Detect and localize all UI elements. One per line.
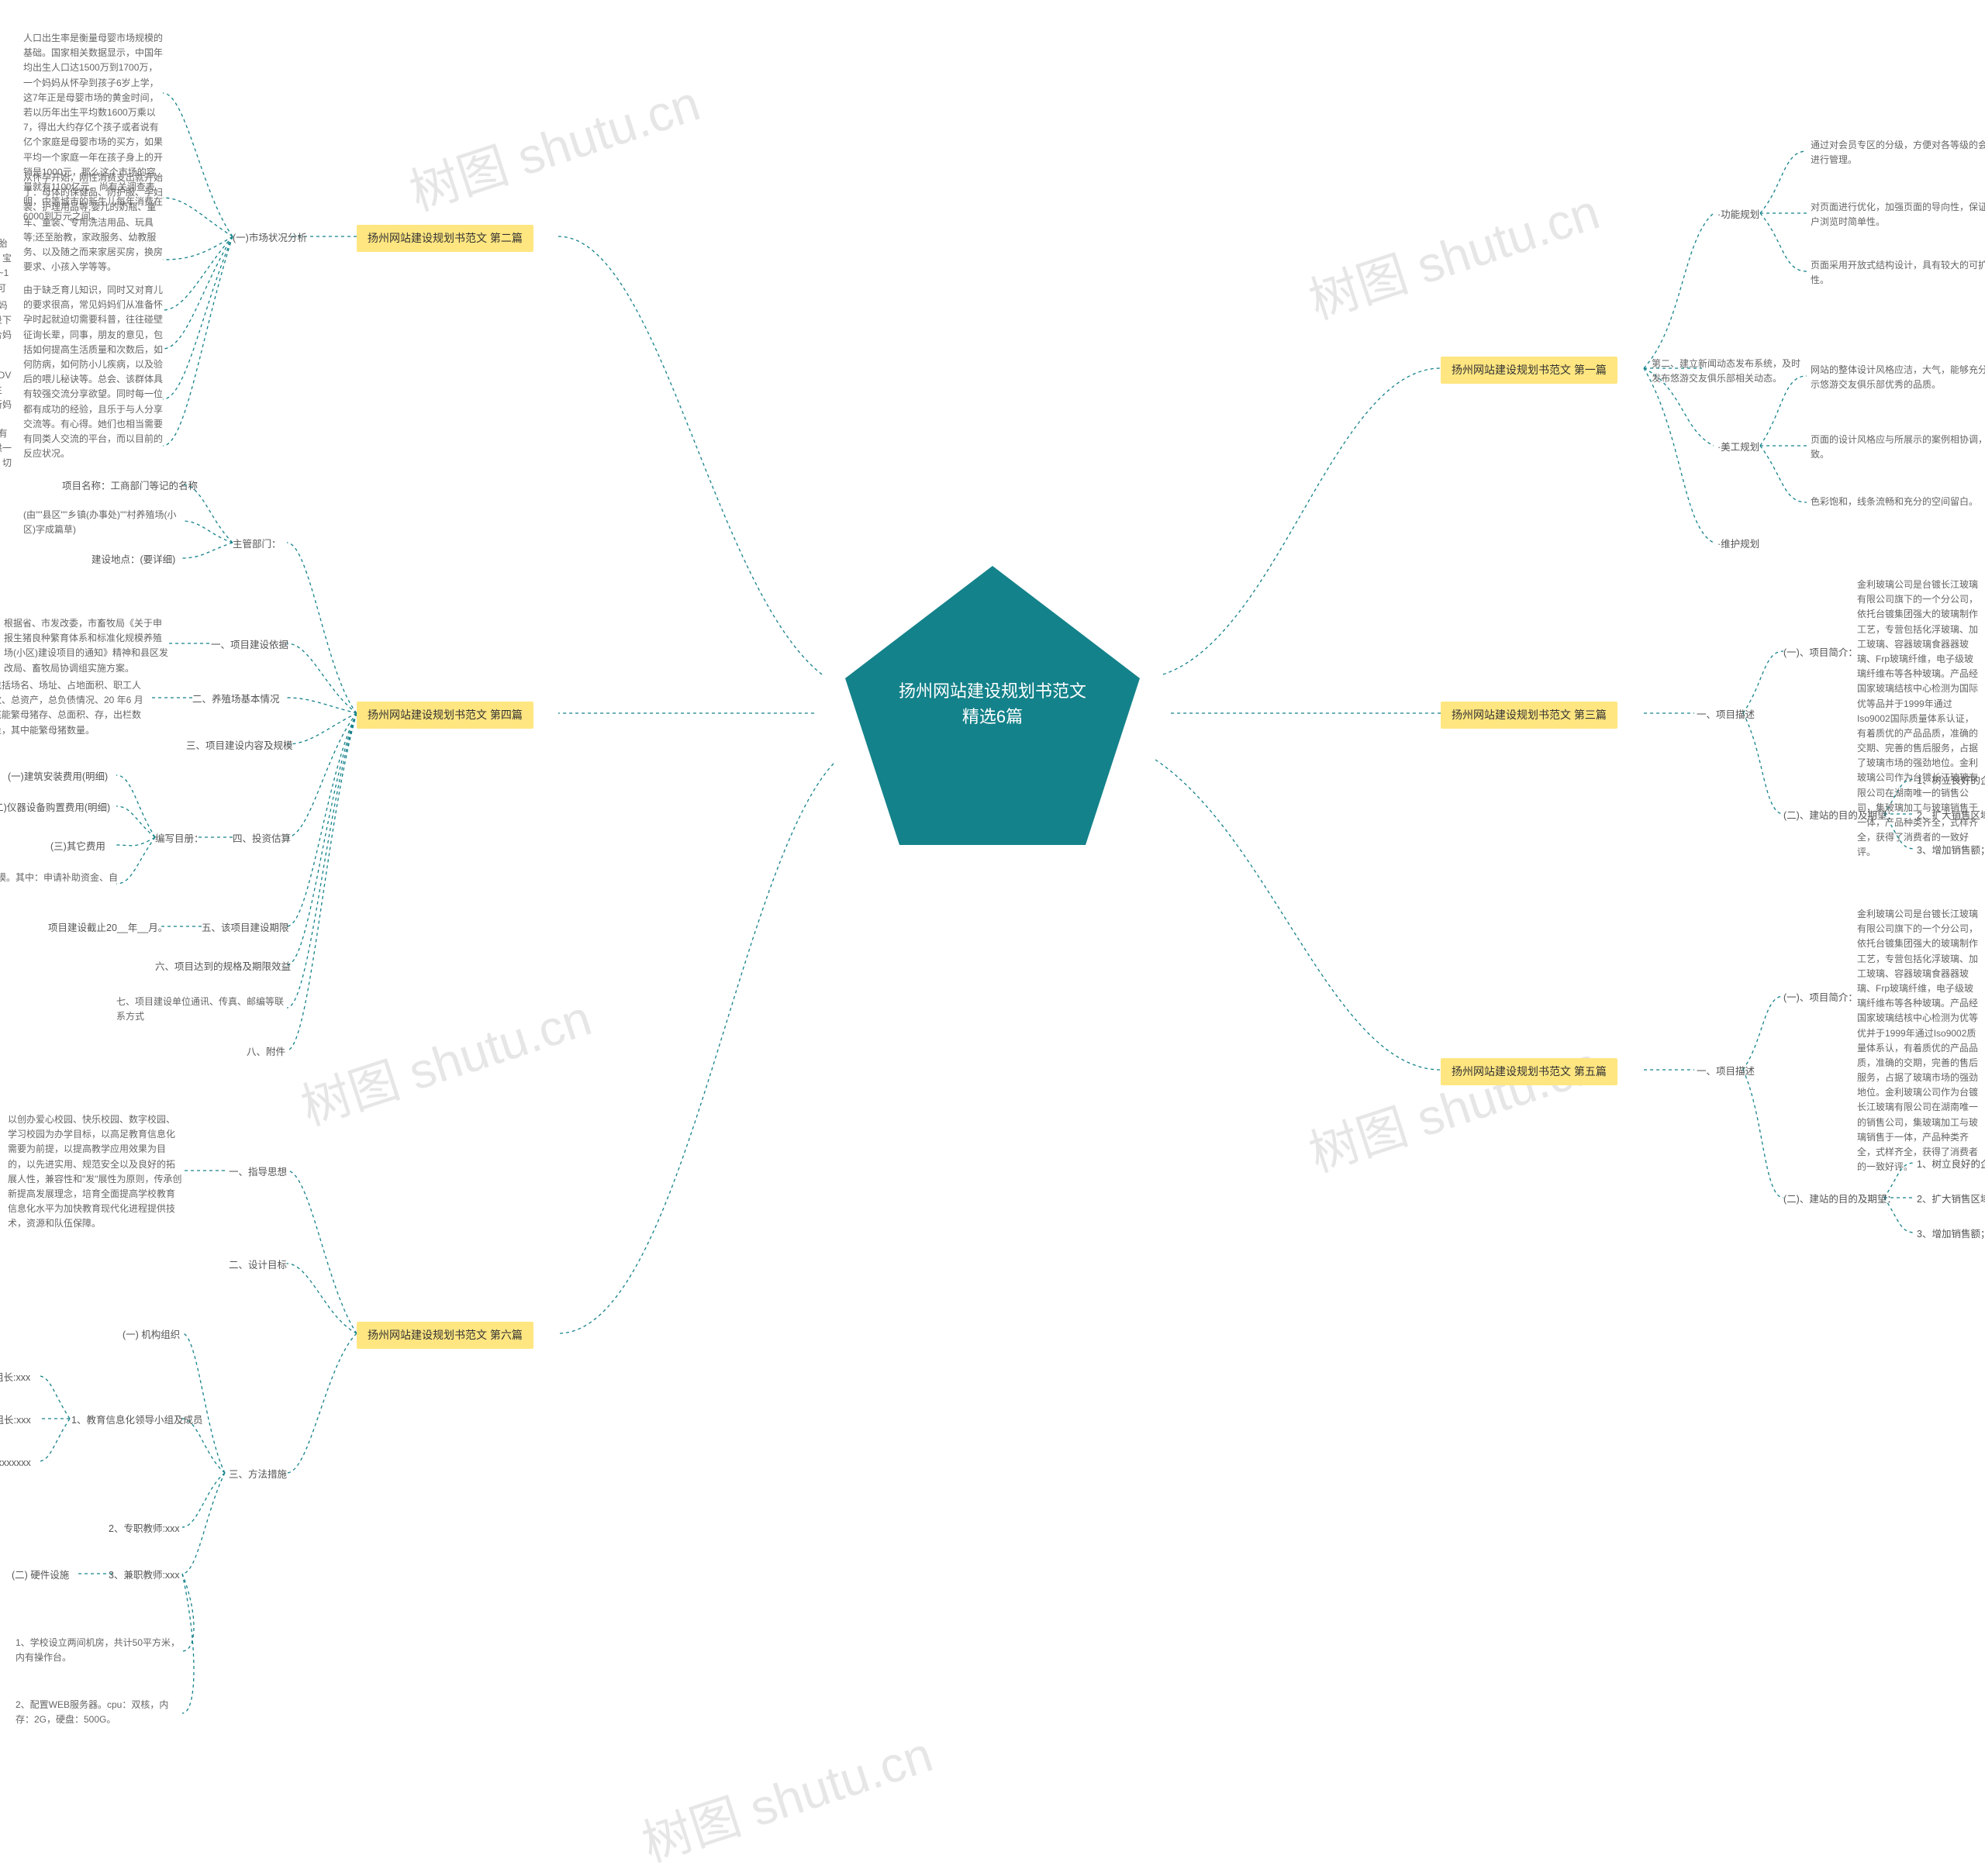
b1-g2: ·美工规划 bbox=[1717, 440, 1759, 455]
b5-g1: (一)、项目简介： bbox=[1783, 991, 1858, 1005]
b1-g2-l2: 页面的设计风格应与所展示的案例相协调，一致。 bbox=[1811, 433, 1985, 462]
b3-g2-l3: 3、增加销售额； bbox=[1917, 843, 1985, 858]
b3-g2-l2: 2、扩大销售区域； bbox=[1917, 809, 1985, 823]
b3-sub1: 一、项目描述 bbox=[1697, 708, 1755, 722]
b6-o3-l2: 2、配置WEB服务器。cpu：双核，内存：2G，硬盘：500G。 bbox=[16, 1698, 186, 1727]
b5-g1-leaf: 金利玻璃公司是台镀长江玻璃有限公司旗下的一个分公司，依托台镀集团强大的玻璃制作工… bbox=[1857, 907, 1981, 1174]
b4-i6: 六、项目达到的规格及期限效益 bbox=[155, 960, 291, 974]
b3-g2-l1: 1、树立良好的企业形象； bbox=[1917, 774, 1985, 788]
b1-g3: ·维护规划 bbox=[1717, 537, 1759, 552]
b5-g2-l2: 2、扩大销售区域； bbox=[1917, 1192, 1985, 1207]
b4-i4-l2: (二)仪器设备购置费用(明细) bbox=[0, 801, 110, 816]
b2-l6: 4、视频录像板块。现在家庭有DV的不算少数。录像也比照片更生动。秀秀自己家宝的录… bbox=[0, 368, 13, 428]
b1-g1: ·功能规划 bbox=[1717, 208, 1759, 222]
branch-b2[interactable]: 扬州网站建设规划书范文 第二篇 bbox=[357, 225, 533, 252]
b4-i4: 四、投资估算 bbox=[233, 832, 291, 847]
branch-b4[interactable]: 扬州网站建设规划书范文 第四篇 bbox=[357, 702, 533, 729]
watermark: 树图 shutu.cn bbox=[291, 978, 599, 1139]
b2-l7: 5、论坛。初为人父人母，肯定有许多话题来探讨。论坛可以提供一个交流的平台，注意要… bbox=[0, 426, 13, 486]
b5-g2: (二)、建站的目的及期望： bbox=[1783, 1192, 1897, 1207]
b6-o1: 1、教育信息化领导小组及成员 bbox=[71, 1413, 202, 1428]
b2-sub1: (一)市场状况分析 bbox=[233, 231, 307, 246]
b6-o1-l3: 成员:xxxxxxxxxxxxx bbox=[0, 1456, 31, 1471]
b4-head: 主管部门： bbox=[233, 537, 281, 552]
b4-i1: 一、项目建设依据 bbox=[211, 638, 288, 653]
b6-o3-l1: 1、学校设立两间机房，共计50平方米，内有操作台。 bbox=[16, 1636, 186, 1665]
watermark: 树图 shutu.cn bbox=[1299, 1025, 1607, 1185]
b4-i4-l3: (三)其它费用 bbox=[50, 840, 105, 854]
b1-g2-l3: 色彩饱和，线条流畅和充分的空间留白。 bbox=[1811, 495, 1985, 509]
b1-g1-l2: 对页面进行优化，加强页面的导向性，保证客户浏览时简单性。 bbox=[1811, 200, 1985, 229]
b1-sub1: 第二、建立新闻动态发布系统，及时发布悠游交友俱乐部相关动态。 bbox=[1652, 357, 1807, 386]
b1-g1-l1: 通过对会员专区的分级，方便对各等级的会员进行管理。 bbox=[1811, 138, 1985, 167]
b4-i8: 八、附件 bbox=[247, 1045, 285, 1060]
branch-b5[interactable]: 扬州网站建设规划书范文 第五篇 bbox=[1441, 1058, 1617, 1085]
b6-i1-leaf: 以创办爱心校园、快乐校园、数字校园、学习校园为办学目标，以高足教育信息化需要为前… bbox=[8, 1112, 182, 1232]
b4-head-l1: 项目名称：工商部门等记的名称 bbox=[62, 479, 198, 494]
b4-head-l2: (由""县区""乡镇(办事处)""村养殖场(小区)字成篇草) bbox=[23, 508, 186, 537]
watermark: 树图 shutu.cn bbox=[399, 64, 707, 224]
center-title: 扬州网站建设规划书范文 精选6篇 bbox=[822, 678, 1163, 729]
b6-i2: 二、设计目标 bbox=[229, 1258, 287, 1273]
b2-l4: 2、博客。必不可少的板块。新妈妈们一定渴望将自己的经历记录下来，博客版面可用暖色… bbox=[0, 298, 13, 358]
b2-l2: 从怀孕开始，刚性消费支出就开始了：母体的保健品、防护服、孕妇装、护理用品等;婴儿… bbox=[23, 171, 164, 274]
b6-i1: 一、指导思想 bbox=[229, 1165, 287, 1180]
b3-g1: (一)、项目简介： bbox=[1783, 646, 1858, 660]
b4-i4-l4: (四)投资规模。其中：申请补助资金、自筹资金 bbox=[0, 871, 118, 900]
branch-b1[interactable]: 扬州网站建设规划书范文 第一篇 bbox=[1441, 357, 1617, 384]
branch-b3[interactable]: 扬州网站建设规划书范文 第三篇 bbox=[1441, 702, 1617, 729]
b2-l5: 由于缺乏育儿知识，同时又对育儿的要求很高，常见妈妈们从准备怀孕时起就迫切需要科普… bbox=[23, 283, 164, 461]
b6-o3-extra: (二) 硬件设施 bbox=[12, 1568, 69, 1583]
b4-i5-leaf: 项目建设截止20__年__月。 bbox=[48, 921, 167, 936]
b4-i1-leaf: 根据省、市发改委，市畜牧局《关于申报生猪良种繁育体系和标准化规模养殖场(小区)建… bbox=[4, 616, 168, 676]
center-node: 扬州网站建设规划书范文 精选6篇 bbox=[822, 543, 1163, 884]
b4-i4-sub: 编写目册： bbox=[155, 832, 204, 847]
b5-g2-l3: 3、增加销售额； bbox=[1917, 1227, 1985, 1242]
b4-i3: 三、项目建设内容及规模 bbox=[186, 739, 293, 754]
b1-g2-l1: 网站的整体设计风格应洁，大气，能够充分展示悠游交友俱乐部优秀的品质。 bbox=[1811, 363, 1985, 392]
b4-head-l3: 建设地点：(要详细) bbox=[91, 553, 175, 567]
b4-i7: 七、项目建设单位通讯、传真、邮编等联系方式 bbox=[116, 995, 287, 1024]
b5-g2-l1: 1、树立良好的企业形象； bbox=[1917, 1157, 1985, 1172]
b6-org-label: (一) 机构组织 bbox=[123, 1328, 180, 1343]
b6-o2: 2、专职教师:xxx bbox=[109, 1522, 180, 1536]
b4-i5: 五、该项目建设期限 bbox=[202, 921, 289, 936]
connectors bbox=[0, 0, 1985, 1835]
b6-i3: 三、方法措施 bbox=[229, 1467, 287, 1482]
watermark: 树图 shutu.cn bbox=[1299, 172, 1607, 333]
b5-sub1: 一、项目描述 bbox=[1697, 1064, 1755, 1079]
b6-o1-l1: 组长:xxx bbox=[0, 1371, 30, 1385]
b4-i2: 二、养殖场基本情况 bbox=[192, 692, 280, 707]
watermark: 树图 shutu.cn bbox=[632, 1715, 940, 1875]
b4-i2-leaf: 包括场名、场址、占地面积、职工人数、总资产，总负债情况、20 年6 月底能繁母猪… bbox=[0, 678, 151, 738]
b1-g1-l3: 页面采用开放式结构设计，具有较大的可扩展性。 bbox=[1811, 258, 1985, 288]
b4-i4-l1: (一)建筑安装费用(明细) bbox=[8, 770, 108, 785]
b6-o1-l2: 副组长:xxx bbox=[0, 1413, 31, 1428]
b6-o3: 3、兼职教师:xxx bbox=[109, 1568, 180, 1583]
branch-b6[interactable]: 扬州网站建设规划书范文 第六篇 bbox=[357, 1322, 533, 1349]
b3-g2: (二)、建站的目的及期望： bbox=[1783, 809, 1897, 823]
